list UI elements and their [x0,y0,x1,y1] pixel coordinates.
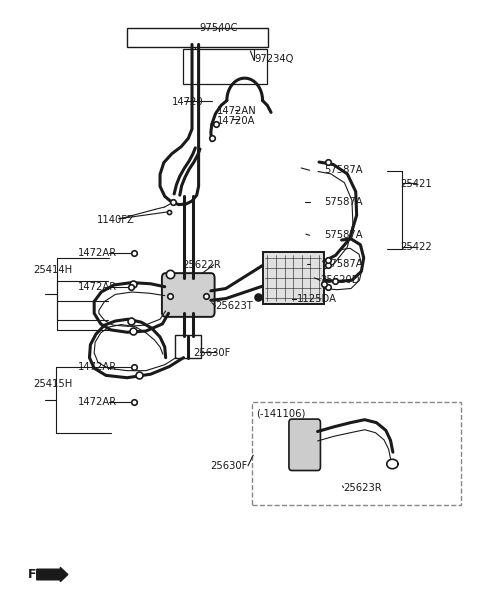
Text: 25421: 25421 [400,180,432,189]
Text: 25630F: 25630F [211,461,248,471]
Text: 14720A: 14720A [216,116,255,125]
Bar [175,335,202,358]
Text: (-141106): (-141106) [256,409,306,418]
Text: FR.: FR. [27,568,50,581]
Text: 1140FZ: 1140FZ [96,215,134,225]
FancyArrow shape [37,567,68,582]
FancyBboxPatch shape [289,419,321,470]
Text: 97234Q: 97234Q [254,54,293,64]
Bar [127,28,268,48]
Text: 25623R: 25623R [344,482,382,493]
Bar [252,402,461,505]
FancyBboxPatch shape [162,273,215,317]
Text: 25422: 25422 [400,242,432,252]
Text: 57587A: 57587A [324,230,363,241]
Text: 1472AR: 1472AR [78,282,117,292]
Text: 1472AR: 1472AR [78,248,117,258]
Text: 25414H: 25414H [33,265,72,274]
Bar [182,49,267,84]
Bar [263,252,324,304]
Text: 25415H: 25415H [33,379,72,389]
Text: 1472AR: 1472AR [78,362,117,371]
Text: 25620D: 25620D [320,275,360,285]
Text: 1125DA: 1125DA [297,294,336,304]
Text: 25623T: 25623T [216,302,253,311]
Text: 97540C: 97540C [200,24,238,34]
Text: 25622R: 25622R [182,260,221,270]
Text: 57587A: 57587A [324,165,363,175]
Text: 1472AR: 1472AR [78,397,117,407]
Text: 25630F: 25630F [193,348,230,358]
Text: 14720: 14720 [172,96,204,107]
Text: 57587A: 57587A [324,197,363,207]
Text: 1472AN: 1472AN [216,106,256,116]
Text: 57587A: 57587A [324,259,363,269]
